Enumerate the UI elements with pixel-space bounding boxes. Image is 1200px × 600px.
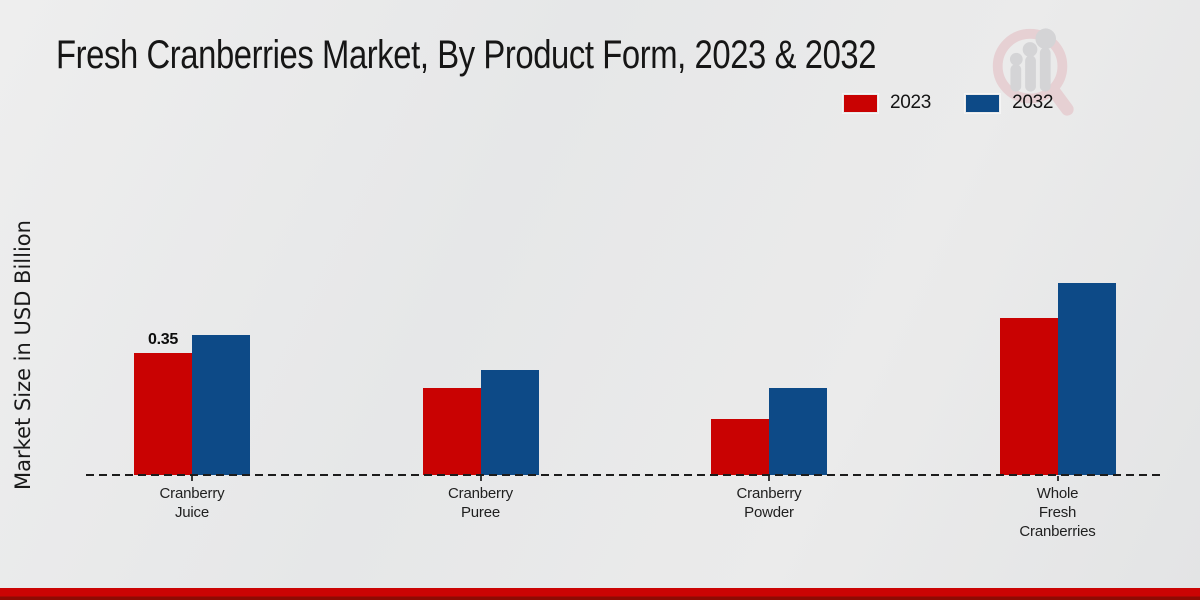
bar-2032-cranberry-powder [769, 388, 827, 475]
bar-2032-whole-fresh-cranberries [1057, 283, 1116, 475]
bar-2023-cranberry-puree [422, 388, 481, 475]
x-axis-tick [191, 476, 193, 481]
legend-item-2023: 2023 [843, 92, 931, 114]
x-axis-tick [479, 476, 482, 481]
footer-accent-bar [0, 588, 1200, 600]
category-label-whole-fresh-cranberries: Whole Fresh Cranberries [1019, 485, 1096, 540]
bar-2032-cranberry-juice [192, 335, 250, 475]
bar-2032-cranberry-puree [480, 370, 539, 475]
bar-2023-cranberry-juice [134, 353, 192, 475]
category-label-cranberry-powder: Cranberry Powder [736, 485, 802, 521]
legend-swatch-2023 [843, 93, 878, 113]
data-label-2023-cranberry-juice: 0.35 [148, 331, 178, 348]
legend-label: 2032 [1012, 92, 1054, 113]
bar-2023-whole-fresh-cranberries [999, 318, 1058, 475]
legend: 2023 2032 [843, 92, 1053, 114]
category-label-cranberry-juice: Cranberry Juice [159, 485, 225, 521]
bar-2023-cranberry-powder [711, 419, 769, 475]
legend-label: 2023 [890, 92, 932, 113]
chart-title: Fresh Cranberries Market, By Product For… [56, 33, 877, 77]
x-axis-tick [768, 476, 770, 481]
x-axis-tick [1056, 476, 1059, 481]
legend-item-2032: 2032 [965, 92, 1053, 114]
legend-swatch-2032 [965, 93, 1001, 113]
magnifier-growth-bars-logo-icon [992, 28, 1074, 116]
category-label-cranberry-puree: Cranberry Puree [448, 485, 513, 521]
x-axis-dashed-line [86, 474, 1163, 476]
